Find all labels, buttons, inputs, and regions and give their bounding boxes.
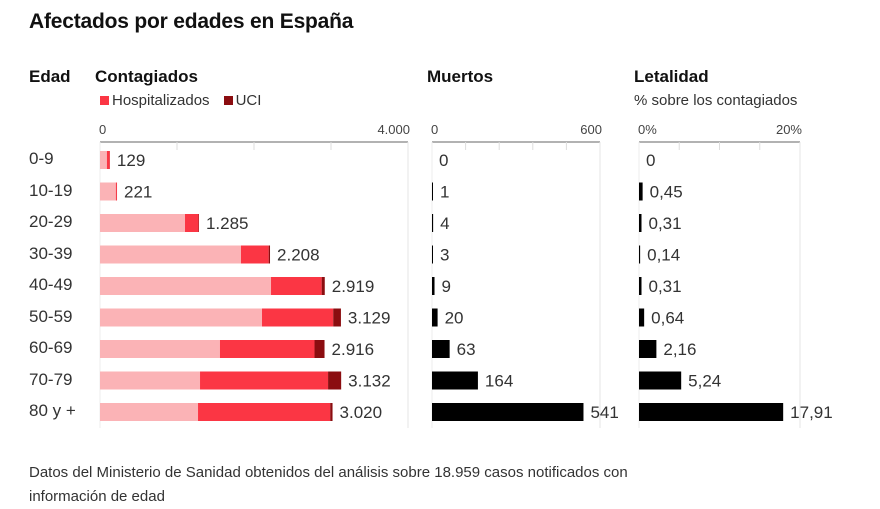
bar-contagiados	[100, 246, 241, 264]
axis-tick-label: 0	[99, 122, 106, 137]
bar-letalidad	[639, 183, 643, 201]
value-label: 129	[117, 151, 145, 170]
bar-muertos	[432, 340, 450, 358]
bar-letalidad	[639, 372, 681, 390]
value-label: 2.208	[277, 246, 320, 265]
axis-tick-label: 0%	[638, 122, 657, 137]
value-label: 9	[442, 277, 451, 296]
value-label: 17,91	[790, 403, 833, 422]
bar-muertos	[432, 403, 583, 421]
bar-letalidad	[639, 214, 641, 232]
value-label: 0,14	[647, 246, 680, 265]
value-label: 3.132	[348, 372, 391, 391]
bar-letalidad	[639, 246, 640, 264]
bar-contagiados	[100, 183, 116, 201]
value-label: 1.285	[206, 214, 249, 233]
bar-letalidad	[639, 403, 783, 421]
value-label: 3	[440, 246, 449, 265]
bar-hospitalizados	[198, 403, 330, 421]
bar-hospitalizados	[220, 340, 315, 358]
bar-contagiados	[100, 277, 271, 295]
value-label: 2.916	[332, 340, 375, 359]
axis-tick-label: 0	[431, 122, 438, 137]
footnote: Datos del Ministerio de Sanidad obtenido…	[29, 461, 689, 509]
value-label: 4	[440, 214, 449, 233]
axis-tick-label: 20%	[776, 122, 802, 137]
bar-muertos	[432, 372, 478, 390]
bar-uci	[315, 340, 325, 358]
bar-muertos	[432, 277, 435, 295]
bar-muertos	[432, 214, 433, 232]
bar-contagiados	[100, 372, 200, 390]
bar-hospitalizados	[116, 183, 117, 201]
bar-contagiados	[100, 151, 107, 169]
value-label: 0,45	[650, 183, 683, 202]
bar-uci	[328, 372, 341, 390]
bar-letalidad	[639, 340, 656, 358]
value-label: 3.129	[348, 309, 391, 328]
bar-hospitalizados	[200, 372, 328, 390]
axis-tick-label: 4.000	[377, 122, 410, 137]
bar-contagiados	[100, 309, 262, 327]
bar-hospitalizados	[271, 277, 322, 295]
value-label: 63	[457, 340, 476, 359]
value-label: 0,31	[648, 214, 681, 233]
bar-muertos	[432, 246, 433, 264]
axis-tick-label: 600	[580, 122, 602, 137]
bar-hospitalizados	[107, 151, 110, 169]
bar-uci	[333, 309, 341, 327]
value-label: 1	[440, 183, 449, 202]
bar-contagiados	[100, 340, 220, 358]
value-label: 20	[445, 309, 464, 328]
value-label: 2,16	[663, 340, 696, 359]
bar-hospitalizados	[241, 246, 269, 264]
value-label: 0	[439, 151, 448, 170]
value-label: 5,24	[688, 372, 721, 391]
value-label: 0,64	[651, 309, 684, 328]
bar-letalidad	[639, 309, 644, 327]
value-label: 0,31	[648, 277, 681, 296]
value-label: 2.919	[332, 277, 375, 296]
bar-contagiados	[100, 403, 198, 421]
bar-muertos	[432, 309, 438, 327]
chart-svg: 0 4.000 129 221 1.285 2.208 2.919 3.129 2.916 3.1…	[0, 0, 880, 498]
value-label: 541	[590, 403, 618, 422]
bar-uci	[322, 277, 325, 295]
bar-letalidad	[639, 277, 641, 295]
bar-muertos	[432, 183, 433, 201]
value-label: 3.020	[340, 403, 383, 422]
bar-hospitalizados	[185, 214, 198, 232]
value-label: 0	[646, 151, 655, 170]
value-label: 221	[124, 183, 152, 202]
bar-uci	[269, 246, 270, 264]
bar-uci	[330, 403, 332, 421]
bar-contagiados	[100, 214, 185, 232]
bar-hospitalizados	[262, 309, 333, 327]
value-label: 164	[485, 372, 513, 391]
